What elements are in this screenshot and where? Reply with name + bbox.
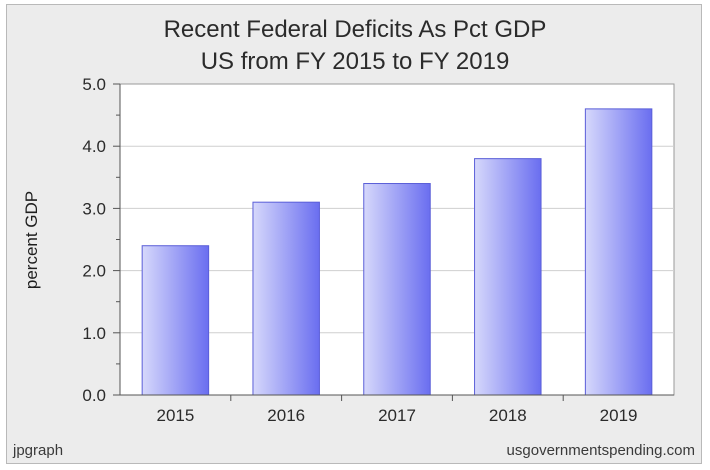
y-tick-label: 1.0	[82, 324, 106, 343]
footer-credit-right: usgovernmentspending.com	[507, 442, 695, 459]
y-tick-label: 2.0	[82, 262, 106, 281]
footer-credit-left: jpgraph	[12, 442, 63, 459]
bar-chart: Recent Federal Deficits As Pct GDP US fr…	[12, 16, 695, 459]
y-axis-title: percent GDP	[22, 191, 41, 289]
bar-2019	[584, 108, 653, 396]
x-tick-label: 2017	[378, 406, 416, 425]
chart-title: Recent Federal Deficits As Pct GDP	[164, 16, 547, 43]
x-tick-label: 2016	[267, 406, 305, 425]
x-tick-label: 2015	[156, 406, 194, 425]
bar-2018	[474, 158, 542, 396]
y-tick-label: 0.0	[82, 386, 106, 405]
bar-2017	[363, 183, 431, 396]
bars	[141, 108, 653, 396]
bar-2015	[141, 245, 210, 396]
bar-2016	[252, 201, 320, 396]
x-tick-label: 2019	[600, 406, 638, 425]
x-tick-label: 2018	[489, 406, 527, 425]
y-tick-label: 4.0	[82, 137, 106, 156]
y-tick-label: 3.0	[82, 199, 106, 218]
y-tick-label: 5.0	[82, 75, 106, 94]
y-axis-ticks: 0.0 1.0 2.0 3.0 4.0 5.0	[82, 75, 120, 405]
chart-subtitle: US from FY 2015 to FY 2019	[201, 48, 510, 75]
x-axis-ticks: 2015 2016 2017 2018 2019	[156, 395, 638, 425]
chart-frame: Recent Federal Deficits As Pct GDP US fr…	[6, 4, 702, 464]
